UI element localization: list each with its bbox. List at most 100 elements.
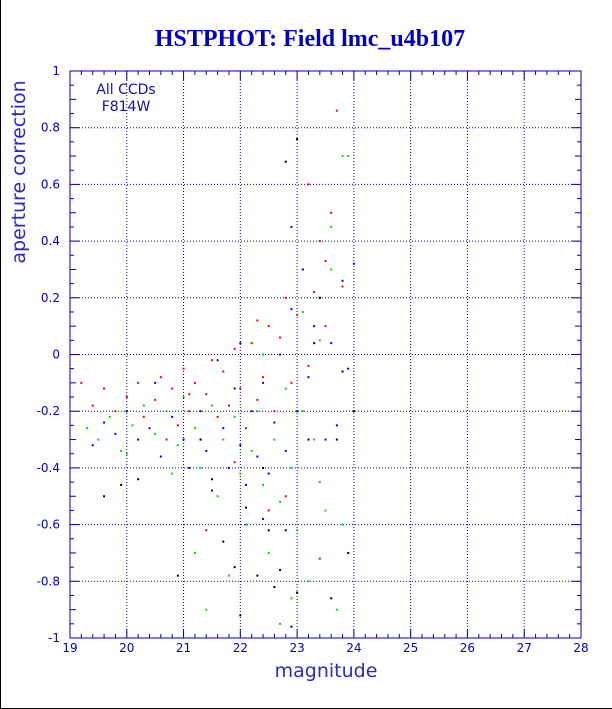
data-point [199,410,202,413]
data-point [296,529,299,532]
y-tick-label: 0 [52,348,60,362]
data-point [301,310,304,313]
data-point [307,376,310,379]
x-tick-label: 19 [62,641,77,655]
data-point [199,438,202,441]
data-point [193,381,196,384]
data-point [182,438,185,441]
data-point [137,438,140,441]
data-point [296,410,299,413]
data-point [301,410,304,413]
data-point [114,432,117,435]
data-point [290,225,293,228]
x-tick-label: 22 [233,641,248,655]
data-point [148,427,151,430]
data-point [262,353,265,356]
data-point [216,495,219,498]
data-point [307,364,310,367]
data-point [318,339,321,342]
data-point [347,155,350,158]
x-tick-label: 20 [119,641,134,655]
grid-lines [70,71,581,638]
data-point [227,466,230,469]
data-point [330,268,333,271]
data-point [341,370,344,373]
y-tick-label: -0.2 [37,404,60,418]
data-point [176,444,179,447]
data-point [318,481,321,484]
y-tick-label: -0.4 [37,461,60,475]
data-point [256,410,259,413]
data-point [216,415,219,418]
data-point [188,393,191,396]
annotation-ccds: All CCDs [96,82,155,98]
data-point [341,279,344,282]
data-point [262,483,265,486]
data-point [273,438,276,441]
data-point [120,449,123,452]
data-point [245,523,248,526]
data-point [205,608,208,611]
data-point [176,574,179,577]
data-point [335,438,338,441]
x-tick-label: 25 [403,641,418,655]
y-tick-label: 0.8 [41,121,60,135]
data-point [267,472,270,475]
y-axis-label: aperture correction [8,80,30,263]
y-tick-label: -1 [48,631,60,645]
y-tick-label: 1 [52,64,60,78]
data-point [205,393,208,396]
data-point [245,483,248,486]
data-point [290,466,293,469]
data-point [267,529,270,532]
data-point [347,367,350,370]
y-tick-labels: -1 -0.8 -0.6 -0.4 -0.2 0 0.2 0.4 0.6 0.8 1 [37,64,60,645]
data-point [182,396,185,399]
data-point [227,574,230,577]
x-tick-label: 28 [573,641,588,655]
data-point [120,483,123,486]
data-point [330,225,333,228]
data-point [239,444,242,447]
data-point [205,529,208,532]
data-point [267,325,270,328]
data-point [318,240,321,243]
data-point [125,396,128,399]
data-point [233,415,236,418]
data-point [142,415,145,418]
data-point [262,466,265,469]
data-point [154,381,157,384]
data-point [347,551,350,554]
data-point [330,342,333,345]
data-point [341,155,344,158]
data-point [330,597,333,600]
data-point [279,353,282,356]
y-tick-label: -0.6 [37,518,60,532]
data-point [205,449,208,452]
data-point [256,574,259,577]
data-point [171,387,174,390]
data-point [114,410,117,413]
data-point [324,509,327,512]
data-point [233,347,236,350]
data-point [159,376,162,379]
data-point [318,296,321,299]
data-point [86,427,89,430]
data-point [279,622,282,625]
data-point [131,424,134,427]
data-point [80,381,83,384]
x-tick-label: 24 [346,641,361,655]
data-point [290,597,293,600]
data-point [233,461,236,464]
data-point [250,449,253,452]
data-point [250,342,253,345]
data-point [335,608,338,611]
data-point [199,466,202,469]
data-point [188,410,191,413]
data-point [171,415,174,418]
x-axis-label: magnitude [275,660,378,682]
x-tick-label: 23 [289,641,304,655]
data-point [296,138,299,141]
data-point [318,557,321,560]
